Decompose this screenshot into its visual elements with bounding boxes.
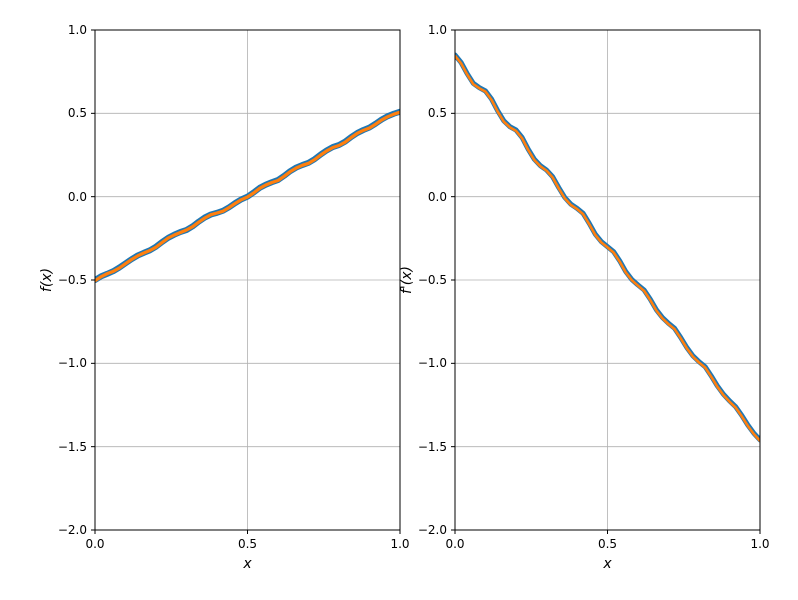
ytick-label: 1.0 <box>428 23 447 37</box>
ytick-label: −0.5 <box>418 273 447 287</box>
xtick-label: 1.0 <box>750 537 769 551</box>
ylabel: f'(x) <box>399 266 415 294</box>
ytick-label: 0.5 <box>428 106 447 120</box>
xlabel: x <box>603 556 611 572</box>
xtick-label: 0.0 <box>445 537 464 551</box>
panel-1-svg <box>0 0 798 600</box>
ytick-label: −2.0 <box>418 523 447 537</box>
ytick-label: −1.0 <box>418 356 447 370</box>
ytick-label: 0.0 <box>428 190 447 204</box>
xtick-label: 0.5 <box>598 537 617 551</box>
ytick-label: −1.5 <box>418 440 447 454</box>
figure: 0.00.51.0−2.0−1.5−1.0−0.50.00.51.0xf(x)0… <box>0 0 798 600</box>
